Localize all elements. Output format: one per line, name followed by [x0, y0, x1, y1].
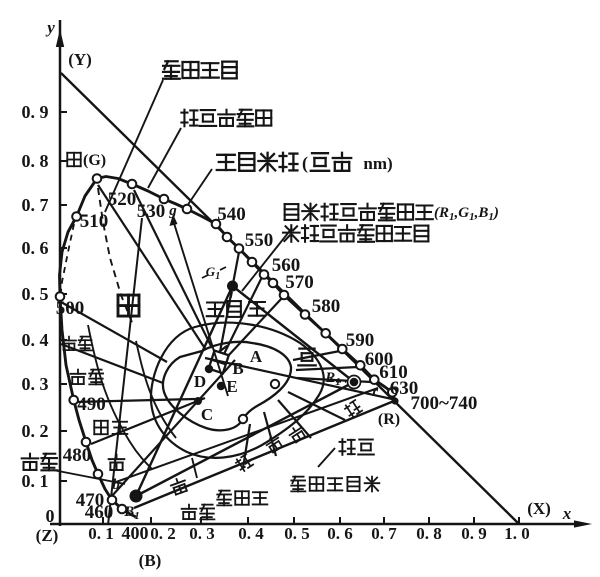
svg-text:0. 3: 0. 3: [189, 524, 215, 543]
svg-text:0. 8: 0. 8: [22, 151, 49, 171]
svg-text:540: 540: [217, 204, 246, 225]
svg-text:480: 480: [63, 445, 92, 466]
svg-text:0. 2: 0. 2: [22, 421, 49, 441]
svg-text:nm): nm): [363, 154, 392, 173]
svg-text:630: 630: [390, 378, 419, 399]
svg-text:g: g: [168, 203, 177, 219]
svg-text:(G): (G): [83, 152, 106, 169]
svg-text:500: 500: [56, 298, 85, 319]
svg-text:570: 570: [285, 272, 314, 293]
svg-text:(Z): (Z): [36, 526, 59, 545]
svg-text:1. 0: 1. 0: [504, 524, 530, 543]
svg-text:0. 3: 0. 3: [22, 374, 49, 394]
svg-text:520: 520: [108, 189, 137, 210]
svg-text:y: y: [45, 18, 55, 37]
svg-text:(Y): (Y): [68, 50, 92, 69]
svg-text:0. 8: 0. 8: [416, 524, 442, 543]
svg-text:r: r: [372, 384, 378, 400]
svg-text:470: 470: [76, 490, 105, 511]
svg-text:0. 9: 0. 9: [22, 102, 49, 122]
svg-text:0. 4: 0. 4: [238, 524, 264, 543]
svg-text:550: 550: [245, 230, 274, 251]
svg-text:0. 5: 0. 5: [22, 284, 49, 304]
svg-text:590: 590: [346, 330, 375, 351]
svg-text:C: C: [201, 405, 213, 424]
svg-text:600: 600: [365, 349, 394, 370]
svg-text:D: D: [194, 372, 206, 391]
svg-text:0. 6: 0. 6: [22, 238, 49, 258]
svg-text:400: 400: [122, 523, 149, 543]
svg-text:A: A: [250, 347, 263, 366]
svg-text:0. 5: 0. 5: [284, 524, 310, 543]
svg-text:0. 1: 0. 1: [22, 471, 49, 491]
svg-text:b: b: [112, 477, 120, 493]
svg-text:0. 4: 0. 4: [22, 330, 49, 350]
svg-text:0. 2: 0. 2: [150, 524, 176, 543]
svg-text:0. 9: 0. 9: [461, 524, 487, 543]
svg-text:(B): (B): [139, 551, 162, 570]
svg-text:610: 610: [379, 362, 408, 383]
svg-text:580: 580: [312, 296, 341, 317]
svg-text:B: B: [232, 359, 243, 378]
svg-text:0. 7: 0. 7: [371, 524, 397, 543]
svg-text:510: 510: [80, 211, 109, 232]
svg-text:(X): (X): [527, 499, 551, 518]
svg-text:460: 460: [85, 502, 114, 523]
svg-text:700~740: 700~740: [411, 393, 478, 414]
svg-text:0. 7: 0. 7: [22, 195, 49, 215]
svg-text:0. 6: 0. 6: [327, 524, 353, 543]
svg-text:x: x: [562, 504, 572, 523]
svg-text:530: 530: [137, 201, 166, 222]
svg-text:E: E: [226, 377, 237, 396]
svg-text:0. 1: 0. 1: [88, 524, 114, 543]
svg-text:490: 490: [77, 394, 106, 415]
svg-text:560: 560: [272, 255, 301, 276]
svg-text:(: (: [302, 153, 308, 174]
svg-text:0: 0: [46, 506, 55, 526]
svg-text:(R): (R): [378, 411, 400, 428]
